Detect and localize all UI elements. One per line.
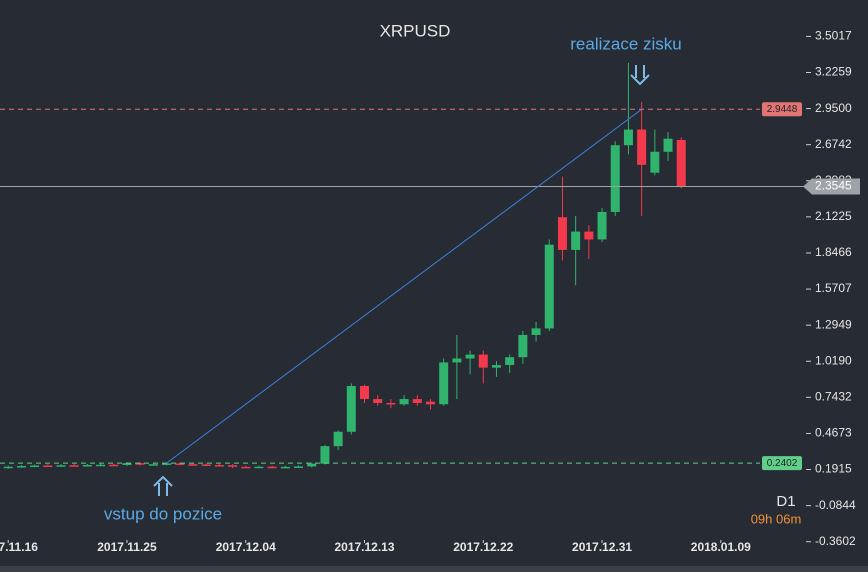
candle-body bbox=[188, 464, 198, 466]
arrow-down bbox=[630, 65, 650, 86]
candle-body bbox=[175, 463, 185, 465]
arrow-up bbox=[153, 475, 173, 496]
candle-body bbox=[109, 464, 119, 467]
candle-body bbox=[439, 362, 449, 405]
bottom-strip bbox=[0, 566, 868, 572]
candle-body bbox=[676, 140, 686, 187]
candle-body bbox=[637, 129, 647, 165]
candle-body bbox=[3, 466, 13, 469]
candle-body bbox=[280, 466, 290, 469]
level-tag-label: 0.2402 bbox=[767, 458, 798, 469]
candle-body bbox=[650, 151, 660, 173]
candle-body bbox=[544, 244, 554, 329]
candle-body bbox=[201, 464, 211, 466]
candle-body bbox=[452, 358, 462, 363]
candle-body bbox=[531, 328, 541, 335]
x-tick-label: 2017.11.16 bbox=[0, 540, 38, 554]
candle-body bbox=[214, 465, 224, 467]
x-tick-label: 2017.12.13 bbox=[334, 540, 394, 554]
candle-body bbox=[43, 465, 53, 468]
candle-body bbox=[96, 464, 106, 467]
candle-body bbox=[16, 466, 26, 468]
candle-body bbox=[241, 466, 251, 469]
price-tag bbox=[803, 178, 860, 195]
level-tag-label: 2.9448 bbox=[767, 104, 798, 115]
candle-body bbox=[584, 231, 594, 240]
candle-body bbox=[610, 145, 620, 212]
y-tick-label: 0.7432 bbox=[815, 390, 852, 404]
candle-body bbox=[148, 464, 158, 466]
candle-body bbox=[307, 463, 317, 467]
y-tick-label: 2.1225 bbox=[815, 209, 852, 223]
y-tick-label: 0.4673 bbox=[815, 426, 852, 440]
candle-body bbox=[360, 385, 370, 400]
candle-body bbox=[373, 399, 383, 403]
candle-body bbox=[30, 465, 40, 468]
x-tick-label: 2017.11.25 bbox=[97, 540, 157, 554]
candle-body bbox=[505, 357, 515, 366]
y-tick-label: 3.5017 bbox=[815, 29, 852, 43]
y-tick-label: 1.5707 bbox=[815, 281, 852, 295]
candle-body bbox=[162, 463, 172, 465]
annotation: realizace zisku bbox=[570, 34, 682, 53]
candle-body bbox=[412, 399, 422, 403]
candle-body bbox=[82, 465, 92, 467]
y-tick-label: -0.3602 bbox=[815, 534, 856, 548]
chart-title: XRPUSD bbox=[380, 21, 451, 40]
x-tick-label: 2017.12.22 bbox=[453, 540, 513, 554]
candle-body bbox=[228, 465, 238, 467]
candle-body bbox=[320, 446, 330, 464]
candle-body bbox=[122, 463, 132, 466]
candle-body bbox=[623, 129, 633, 146]
candle-body bbox=[56, 465, 66, 467]
countdown: 09h 06m bbox=[751, 511, 802, 526]
price-tag-label: 2.3545 bbox=[815, 179, 852, 193]
candle-body bbox=[597, 211, 607, 240]
candle-body bbox=[557, 217, 567, 250]
y-tick-label: -0.0844 bbox=[815, 498, 856, 512]
y-tick-label: 3.2259 bbox=[815, 65, 852, 79]
candle-body bbox=[69, 465, 79, 467]
y-tick-label: 2.6742 bbox=[815, 137, 852, 151]
x-tick-label: 2017.12.04 bbox=[216, 540, 276, 554]
timeframe: D1 bbox=[776, 493, 795, 510]
candle-body bbox=[267, 466, 277, 469]
candle-body bbox=[571, 231, 581, 250]
candle-body bbox=[518, 334, 528, 358]
level-tag bbox=[762, 102, 802, 117]
y-tick-label: 1.8466 bbox=[815, 245, 852, 259]
x-tick-label: 2017.12.31 bbox=[572, 540, 632, 554]
candle-body bbox=[399, 399, 409, 405]
annotation: vstup do pozice bbox=[104, 504, 222, 523]
y-tick-label: 0.1915 bbox=[815, 462, 852, 476]
y-tick-label: 1.2949 bbox=[815, 317, 852, 331]
candle-body bbox=[491, 365, 501, 368]
candle-body bbox=[425, 401, 435, 405]
candle-body bbox=[386, 402, 396, 405]
y-tick-label: 2.9500 bbox=[815, 101, 852, 115]
candle-body bbox=[254, 466, 264, 469]
candle-body bbox=[478, 354, 488, 368]
candle-body bbox=[663, 138, 673, 152]
candle-body bbox=[465, 354, 475, 359]
candle-body bbox=[135, 463, 145, 465]
level-tag bbox=[762, 456, 802, 471]
x-tick-label: 2018.01.09 bbox=[691, 540, 751, 554]
candle-body bbox=[346, 385, 356, 432]
candle-body bbox=[333, 431, 343, 447]
trendline bbox=[166, 108, 642, 464]
candle-body bbox=[294, 466, 304, 468]
y-tick-label: 1.0190 bbox=[815, 353, 852, 367]
